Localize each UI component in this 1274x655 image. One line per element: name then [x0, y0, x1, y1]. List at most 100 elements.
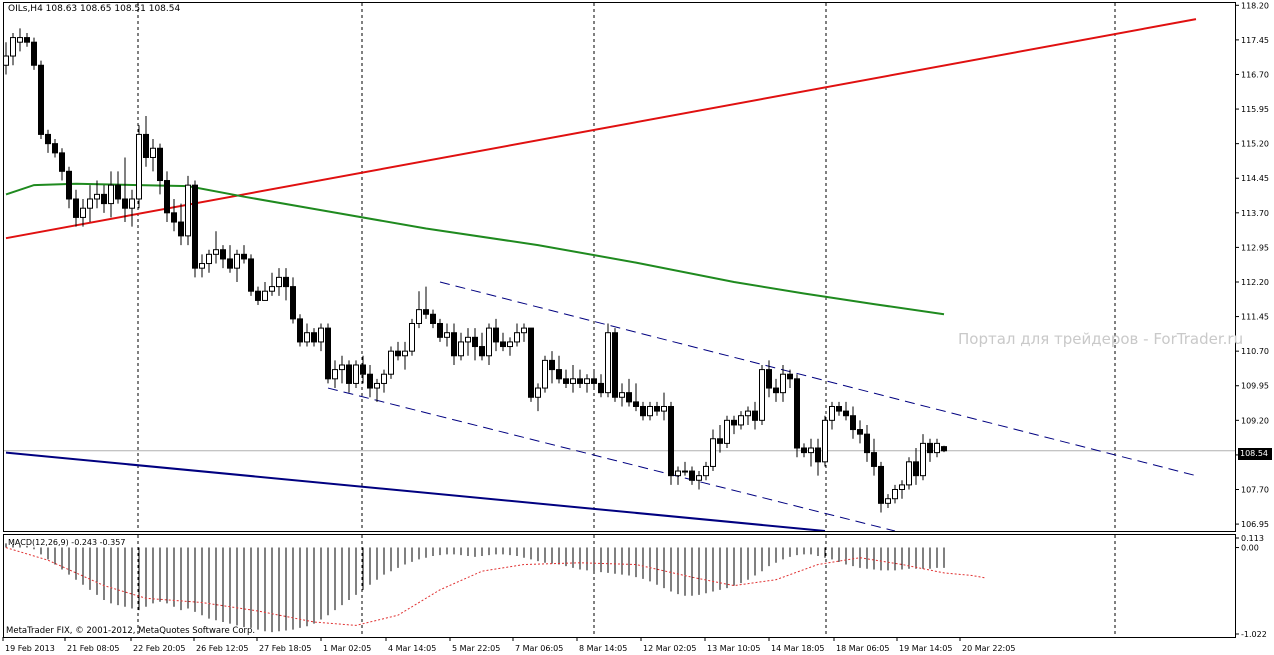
candle-body	[752, 410, 758, 421]
candle-body	[871, 452, 877, 467]
candle-body	[794, 378, 800, 449]
candle-body	[696, 475, 702, 481]
candle-body	[920, 442, 926, 477]
current-price-tag: 108.54	[1238, 448, 1272, 460]
candle-body	[17, 37, 23, 43]
candle-body	[773, 387, 779, 394]
candle	[290, 277, 296, 324]
candle	[38, 60, 44, 140]
candle-body	[150, 147, 156, 158]
candle	[885, 494, 891, 508]
candle-body	[3, 55, 9, 66]
candle	[311, 328, 317, 347]
candle	[458, 332, 464, 361]
candle	[45, 129, 51, 153]
candle-body	[171, 212, 177, 223]
candle-body	[556, 369, 562, 380]
time-tick-label: 8 Mar 14:05	[579, 644, 627, 653]
candle	[339, 355, 345, 384]
candle-body	[451, 332, 457, 357]
candle	[913, 447, 919, 485]
candle	[451, 323, 457, 365]
channel-line	[327, 387, 896, 531]
candle	[724, 415, 730, 448]
candle-body	[80, 207, 86, 218]
candle-body	[199, 263, 205, 269]
time-tick-label: 14 Mar 18:05	[771, 644, 824, 653]
candle	[423, 286, 429, 319]
candle	[17, 28, 23, 52]
candle-body	[661, 405, 667, 412]
price-tick-label: 112.20	[1241, 278, 1269, 287]
time-tick-label: 18 Mar 06:05	[836, 644, 889, 653]
candle-body	[465, 336, 471, 343]
candle-body	[430, 313, 436, 324]
candle-body	[486, 327, 492, 357]
candle-body	[234, 253, 240, 269]
candle	[136, 125, 142, 209]
candle	[934, 438, 940, 458]
candle-body	[178, 221, 184, 237]
moving-average-line	[5, 182, 945, 316]
macd-tick-label: -1.022	[1241, 630, 1267, 639]
candle-body	[941, 446, 947, 452]
price-tick-label: 113.70	[1241, 209, 1269, 218]
candle-body	[668, 405, 674, 477]
time-tick-label: 4 Mar 14:05	[388, 644, 436, 653]
candle-body	[346, 364, 352, 384]
candle	[766, 360, 772, 398]
candle	[283, 268, 289, 301]
candle-body	[45, 133, 51, 145]
candle	[227, 245, 233, 273]
candle	[654, 401, 660, 416]
candle	[864, 424, 870, 462]
price-tick-label: 110.70	[1241, 347, 1269, 356]
candle-body	[577, 378, 583, 384]
candle-body	[332, 369, 338, 380]
candle	[157, 143, 163, 195]
candle	[703, 461, 709, 481]
candle	[850, 406, 856, 439]
candle	[115, 171, 121, 204]
candle	[822, 415, 828, 467]
candle-body	[934, 442, 940, 454]
price-tick-label: 109.95	[1241, 382, 1269, 391]
candle-body	[290, 286, 296, 320]
candle-body	[500, 341, 506, 348]
candle-body	[115, 184, 121, 200]
candle-body	[31, 41, 37, 66]
candle	[906, 457, 912, 490]
candle-body	[493, 327, 499, 343]
candle	[878, 461, 884, 513]
candle	[661, 392, 667, 421]
price-tick-label: 106.95	[1241, 520, 1269, 529]
macd-panel-frame	[3, 534, 1236, 638]
candle	[787, 369, 793, 389]
macd-indicator	[5, 543, 987, 633]
candle	[521, 323, 527, 342]
time-tick-label: 13 Mar 10:05	[707, 644, 760, 653]
candle-body	[444, 332, 450, 338]
candle-body	[325, 327, 331, 380]
candle-body	[276, 276, 282, 288]
candle-body	[339, 364, 345, 371]
candle	[122, 157, 128, 223]
candle-body	[381, 373, 387, 384]
candle-body	[129, 198, 135, 209]
price-tick-label: 115.95	[1241, 105, 1269, 114]
candle	[920, 434, 926, 481]
time-tick-label: 21 Feb 08:05	[67, 644, 119, 653]
candle-body	[878, 465, 884, 504]
price-tick-label: 111.45	[1241, 313, 1269, 322]
candle	[388, 346, 394, 379]
candle	[52, 139, 58, 158]
candle-body	[472, 336, 478, 348]
candle	[668, 401, 674, 485]
support-trend-line	[5, 451, 826, 531]
candle	[66, 166, 72, 209]
candle	[318, 323, 324, 352]
price-tick-label: 115.20	[1241, 140, 1269, 149]
candle-body	[885, 498, 891, 504]
candle-body	[647, 405, 653, 417]
